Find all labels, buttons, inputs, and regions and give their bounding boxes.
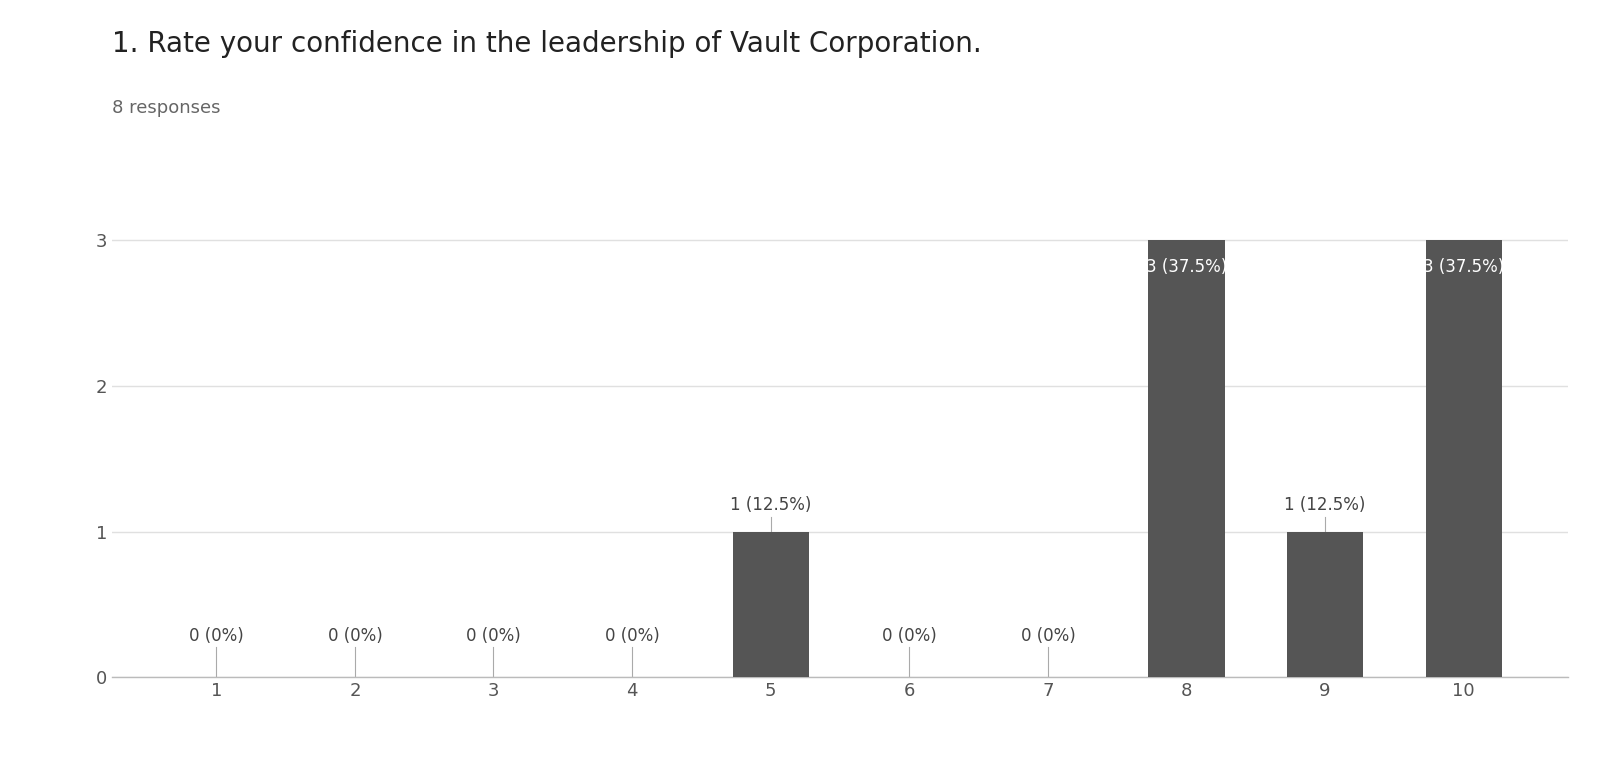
Text: 0 (0%): 0 (0%) bbox=[466, 627, 522, 645]
Bar bbox=[1286, 532, 1363, 677]
Text: 0 (0%): 0 (0%) bbox=[189, 627, 243, 645]
Text: 0 (0%): 0 (0%) bbox=[1021, 627, 1075, 645]
Text: 3 (37.5%): 3 (37.5%) bbox=[1422, 258, 1504, 275]
Text: 8 responses: 8 responses bbox=[112, 99, 221, 117]
Bar bbox=[1426, 240, 1502, 677]
Text: 0 (0%): 0 (0%) bbox=[328, 627, 382, 645]
Text: 1 (12.5%): 1 (12.5%) bbox=[1285, 496, 1366, 514]
Text: 0 (0%): 0 (0%) bbox=[605, 627, 659, 645]
Text: 1. Rate your confidence in the leadership of Vault Corporation.: 1. Rate your confidence in the leadershi… bbox=[112, 30, 982, 59]
Bar bbox=[1149, 240, 1224, 677]
Text: 3 (37.5%): 3 (37.5%) bbox=[1146, 258, 1227, 275]
Text: 0 (0%): 0 (0%) bbox=[882, 627, 936, 645]
Bar bbox=[733, 532, 810, 677]
Text: 1 (12.5%): 1 (12.5%) bbox=[730, 496, 811, 514]
